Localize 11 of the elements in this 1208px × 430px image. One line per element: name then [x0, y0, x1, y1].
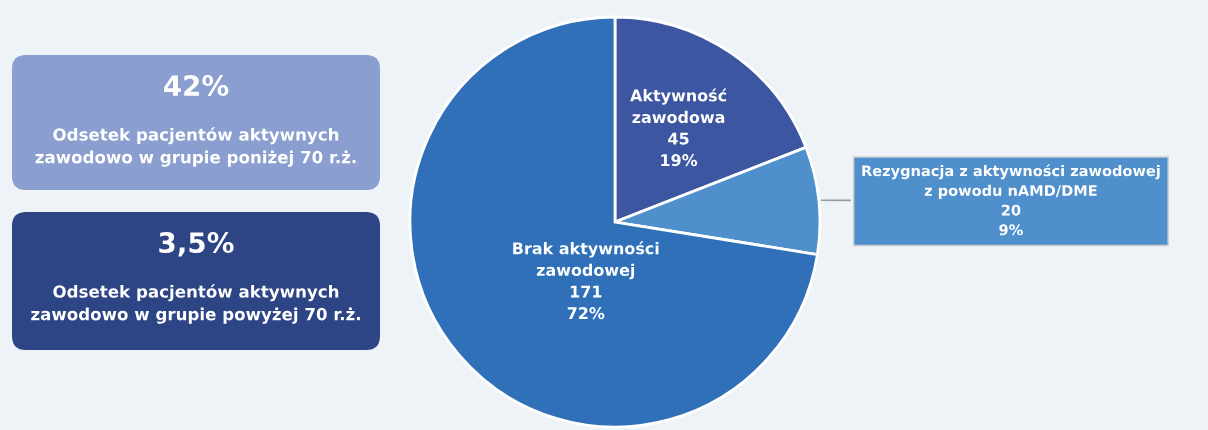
text: Odsetek pacjentów aktywnych zawodowo w grupie poniżej 70 r.ż. — [35, 127, 356, 167]
slice-label: Brak aktywności zawodowej — [513, 241, 659, 280]
text: Odsetek pacjentów aktywnych zawodowo w grupie powyżej 70 r.ż. — [31, 284, 360, 324]
slice-label: Aktywność zawodowa — [630, 88, 727, 124]
data-label: 171 72% — [567, 285, 605, 320]
text: 42% — [164, 75, 229, 97]
text: 3,5% — [159, 232, 234, 257]
data-label: 45 19% — [661, 132, 698, 167]
slice-label: Rezygnacja z aktywności zawodowej z powodu nAMD/DME — [862, 164, 1160, 199]
data-label: 20 9% — [999, 204, 1023, 236]
pie-slice — [408, 15, 819, 429]
